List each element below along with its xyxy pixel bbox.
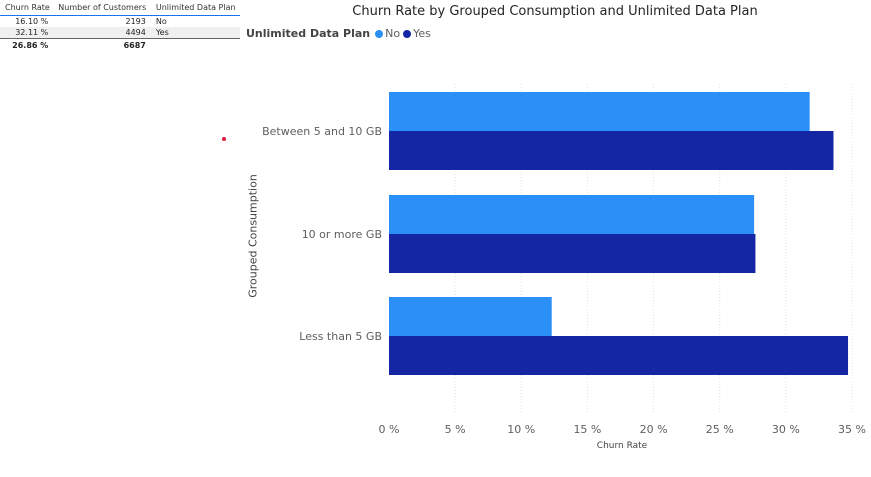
bar-yes[interactable] — [389, 336, 849, 375]
legend-label-no: No — [385, 27, 401, 40]
x-axis-title: Churn Rate — [596, 441, 648, 451]
y-category-label: Between 5 and 10 GB — [262, 125, 382, 138]
table-header-row: Churn Rate Number of Customers Unlimited… — [0, 0, 240, 16]
y-category-label: 10 or more GB — [302, 228, 382, 241]
x-tick-label: 15 % — [573, 423, 601, 436]
legend-title: Unlimited Data Plan — [246, 27, 371, 40]
x-tick-label: 25 % — [706, 423, 734, 436]
y-category-label: Less than 5 GB — [299, 330, 382, 343]
table-row[interactable]: 32.11 % 4494 Yes — [0, 27, 240, 39]
column-header-unlimited-data-plan[interactable]: Unlimited Data Plan — [150, 0, 240, 16]
chart-title: Churn Rate by Grouped Consumption and Un… — [352, 4, 758, 19]
legend-swatch-no — [375, 29, 384, 38]
legend-swatch-yes — [403, 29, 412, 38]
legend-item-yes[interactable]: Yes — [403, 27, 431, 40]
bar-no[interactable] — [389, 92, 810, 131]
x-tick-label: 35 % — [838, 423, 866, 436]
x-tick-label: 0 % — [379, 423, 400, 436]
table-cell-customers: 4494 — [53, 27, 151, 39]
x-tick-label: 20 % — [640, 423, 668, 436]
x-tick-label: 10 % — [507, 423, 535, 436]
total-churn-rate: 26.86 % — [0, 38, 54, 51]
table-cell-plan: No — [155, 17, 167, 26]
red-dot-marker — [222, 137, 226, 141]
legend-label-yes: Yes — [413, 27, 431, 40]
table-row[interactable]: 16.10 % 2193 No — [0, 16, 240, 28]
table-cell-churn-rate: 16.10 % — [15, 17, 49, 26]
legend-item-no[interactable]: No — [375, 27, 400, 40]
table-cell-plan: Yes — [150, 27, 240, 39]
chart-legend: Unlimited Data Plan No Yes — [246, 27, 434, 40]
total-plan — [150, 38, 240, 51]
summary-table: Churn Rate Number of Customers Unlimited… — [0, 0, 240, 51]
x-tick-label: 30 % — [772, 423, 800, 436]
table-cell-customers: 2193 — [125, 17, 146, 26]
x-tick-label: 5 % — [445, 423, 466, 436]
table-total-row: 26.86 % 6687 — [0, 38, 240, 51]
bar-no[interactable] — [389, 297, 552, 336]
bar-no[interactable] — [389, 195, 755, 234]
column-header-number-of-customers[interactable]: Number of Customers — [53, 0, 151, 16]
churn-summary-table: Churn Rate Number of Customers Unlimited… — [0, 0, 240, 51]
column-header-churn-rate[interactable]: Churn Rate — [0, 0, 54, 16]
table-cell-churn-rate: 32.11 % — [0, 27, 54, 39]
bar-yes[interactable] — [389, 131, 834, 170]
bar-yes[interactable] — [389, 234, 756, 273]
total-customers: 6687 — [53, 38, 151, 51]
